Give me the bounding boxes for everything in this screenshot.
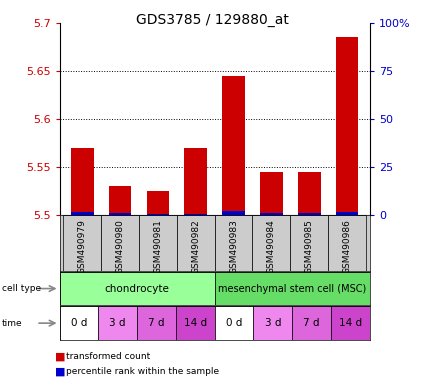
Text: 7 d: 7 d [148,318,165,328]
Text: GSM490986: GSM490986 [343,220,351,275]
Bar [222,76,245,215]
Text: chondrocyte: chondrocyte [105,283,170,294]
Bar [298,213,320,215]
Text: 0 d: 0 d [226,318,242,328]
Bar [331,306,370,340]
Bar [147,214,169,215]
Text: GSM490985: GSM490985 [305,220,314,275]
Text: GSM490983: GSM490983 [229,220,238,275]
Text: cell type: cell type [2,284,41,293]
Text: 3 d: 3 d [264,318,281,328]
Bar [184,214,207,215]
Bar [215,306,253,340]
Bar [184,148,207,215]
Bar [260,172,283,215]
Text: ■: ■ [55,366,66,376]
Text: GSM490982: GSM490982 [191,220,200,274]
Text: 14 d: 14 d [339,318,362,328]
Bar [139,215,177,271]
Text: GSM490979: GSM490979 [78,220,87,275]
Bar [215,272,370,305]
Bar [253,306,292,340]
Text: 3 d: 3 d [109,318,126,328]
Bar [292,306,331,340]
Text: 14 d: 14 d [184,318,207,328]
Bar [260,213,283,215]
Bar [328,215,366,271]
Text: GSM490981: GSM490981 [153,220,162,275]
Text: GSM490980: GSM490980 [116,220,125,275]
Bar [215,215,252,271]
Bar [298,172,320,215]
Bar [290,215,328,271]
Text: 7 d: 7 d [303,318,320,328]
Bar [252,215,290,271]
Bar [60,272,215,305]
Text: percentile rank within the sample: percentile rank within the sample [66,367,219,376]
Bar [60,306,98,340]
Bar [101,215,139,271]
Bar [109,186,131,215]
Bar [137,306,176,340]
Bar [176,306,215,340]
Text: 0 d: 0 d [71,318,87,328]
Bar [71,212,94,215]
Text: GSM490984: GSM490984 [267,220,276,274]
Text: transformed count: transformed count [66,352,150,361]
Bar [222,211,245,215]
Bar [336,38,358,215]
Text: ■: ■ [55,351,66,361]
Bar [177,215,215,271]
Bar [109,213,131,215]
Bar [63,215,101,271]
Text: GDS3785 / 129880_at: GDS3785 / 129880_at [136,13,289,27]
Text: mesenchymal stem cell (MSC): mesenchymal stem cell (MSC) [218,283,366,294]
Bar [336,212,358,215]
Bar [147,191,169,215]
Bar [71,148,94,215]
Bar [98,306,137,340]
Text: time: time [2,319,23,328]
